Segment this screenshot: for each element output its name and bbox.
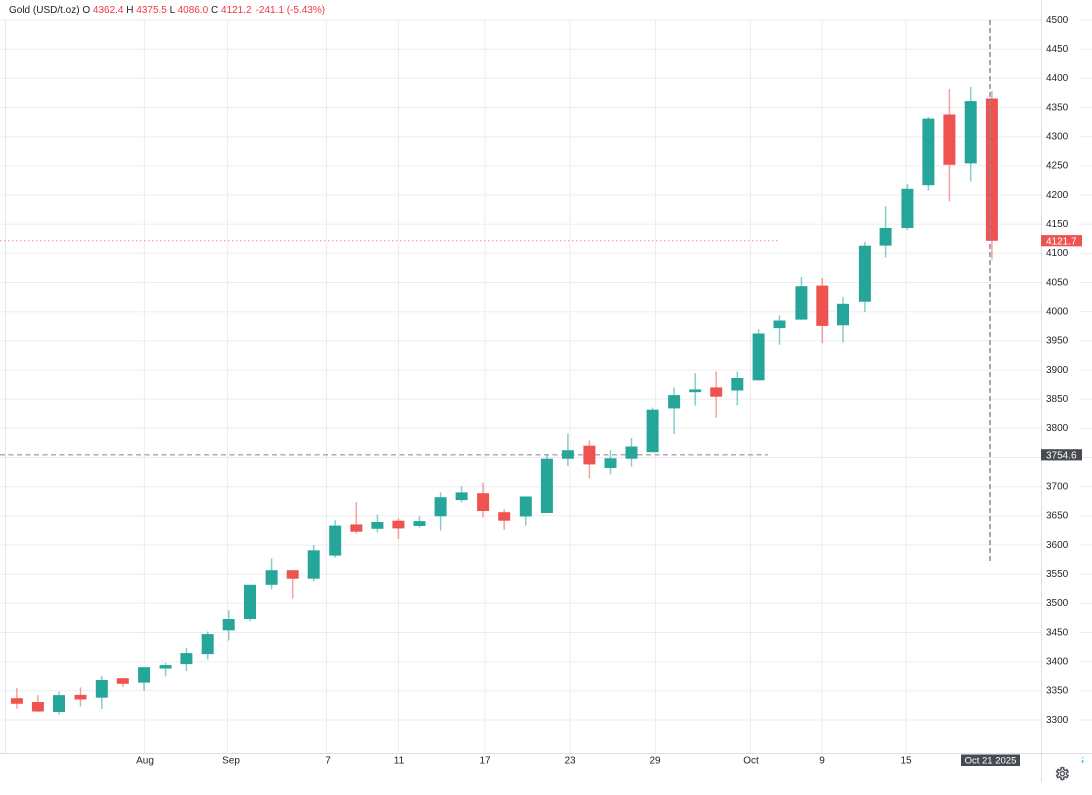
svg-text:4300: 4300 [1046, 132, 1069, 143]
svg-text:11: 11 [394, 756, 405, 767]
svg-text:4350: 4350 [1046, 102, 1069, 113]
svg-text:Sep: Sep [222, 756, 240, 767]
svg-text:3700: 3700 [1046, 482, 1069, 493]
svg-text:3600: 3600 [1046, 540, 1069, 551]
svg-text:Aug: Aug [136, 756, 154, 767]
svg-text:23: 23 [564, 756, 576, 767]
svg-text:15: 15 [900, 756, 912, 767]
svg-text:4000: 4000 [1046, 307, 1069, 318]
svg-text:3650: 3650 [1046, 511, 1069, 522]
svg-text:4150: 4150 [1046, 219, 1069, 230]
svg-text:4200: 4200 [1046, 190, 1069, 201]
svg-text:Oct: Oct [743, 756, 759, 767]
svg-text:4500: 4500 [1046, 15, 1069, 26]
svg-text:3350: 3350 [1046, 686, 1069, 697]
svg-text:4100: 4100 [1046, 248, 1069, 259]
svg-text:3800: 3800 [1046, 423, 1069, 434]
svg-text:29: 29 [649, 756, 661, 767]
svg-text:4250: 4250 [1046, 161, 1069, 172]
svg-text:3500: 3500 [1046, 598, 1069, 609]
svg-text:9: 9 [819, 756, 825, 767]
svg-text:3900: 3900 [1046, 365, 1069, 376]
svg-text:7: 7 [325, 756, 331, 767]
svg-text:3400: 3400 [1046, 657, 1069, 668]
svg-text:3300: 3300 [1046, 715, 1069, 726]
svg-text:3754.6: 3754.6 [1046, 450, 1077, 461]
svg-text:Oct 21 2025: Oct 21 2025 [965, 756, 1017, 767]
svg-text:17: 17 [479, 756, 491, 767]
svg-text:3550: 3550 [1046, 569, 1069, 580]
svg-text:3950: 3950 [1046, 336, 1069, 347]
svg-text:3450: 3450 [1046, 627, 1069, 638]
svg-text:3850: 3850 [1046, 394, 1069, 405]
svg-text:Gold (USD/t.oz) O 4362.4 H 437: Gold (USD/t.oz) O 4362.4 H 4375.5 L 4086… [9, 5, 325, 16]
svg-text:4050: 4050 [1046, 277, 1069, 288]
svg-text:4450: 4450 [1046, 44, 1069, 55]
svg-text:4400: 4400 [1046, 73, 1069, 84]
svg-text:4121.7: 4121.7 [1046, 236, 1077, 247]
